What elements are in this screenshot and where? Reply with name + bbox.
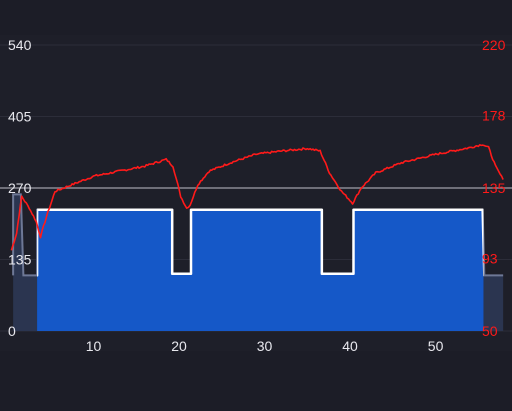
step-area-outline	[37, 208, 484, 277]
y-left-tick-label: 135	[8, 252, 32, 268]
y-left-tick-label: 540	[8, 37, 32, 53]
y-right-tick-label: 220	[482, 37, 506, 53]
y-left-tick-label: 405	[8, 109, 32, 125]
red-series-line	[10, 144, 504, 251]
y-left-tick-label: 270	[8, 180, 32, 196]
y-right-tick-label: 135	[482, 180, 506, 196]
y-left-tick-label: 0	[8, 323, 16, 339]
x-tick-label: 10	[86, 338, 102, 354]
x-tick-label: 20	[171, 338, 187, 354]
y-right-tick-label: 178	[482, 108, 506, 124]
y-right-tick-label: 93	[482, 251, 498, 267]
y-right-tick-label: 50	[482, 323, 498, 339]
step-area-fill	[37, 209, 484, 331]
x-tick-label: 40	[342, 338, 358, 354]
x-tick-label: 50	[428, 338, 444, 354]
x-tick-label: 30	[257, 338, 273, 354]
